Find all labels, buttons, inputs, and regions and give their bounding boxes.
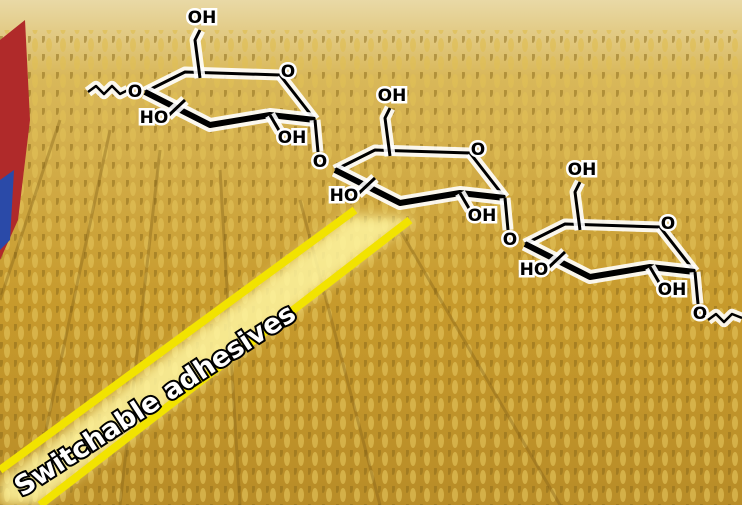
hydroxyl-label: OH bbox=[568, 160, 597, 180]
hydroxyl-label: OH bbox=[378, 86, 407, 106]
oxygen-label: O bbox=[661, 214, 675, 234]
oxygen-label: O bbox=[471, 140, 485, 160]
hydroxyl-label: OH bbox=[278, 128, 307, 148]
oxygen-label: O bbox=[281, 62, 295, 82]
oxygen-label: O bbox=[128, 82, 142, 102]
hydroxyl-label: OH bbox=[468, 206, 497, 226]
page: Switchable adhesives OOHOHOOHOOHOHOOHOOH… bbox=[0, 0, 742, 505]
hydroxyl-label: HO bbox=[520, 260, 549, 280]
illustration: Switchable adhesives OOHOHOOHOOHOHOOHOOH… bbox=[0, 0, 742, 505]
hydroxyl-label: HO bbox=[140, 108, 169, 128]
hydroxyl-label: OH bbox=[658, 280, 687, 300]
hydroxyl-label: OH bbox=[188, 8, 217, 28]
oxygen-label: O bbox=[503, 230, 517, 250]
hydroxyl-label: HO bbox=[330, 186, 359, 206]
oxygen-label: O bbox=[313, 152, 327, 172]
oxygen-label: O bbox=[693, 304, 707, 324]
